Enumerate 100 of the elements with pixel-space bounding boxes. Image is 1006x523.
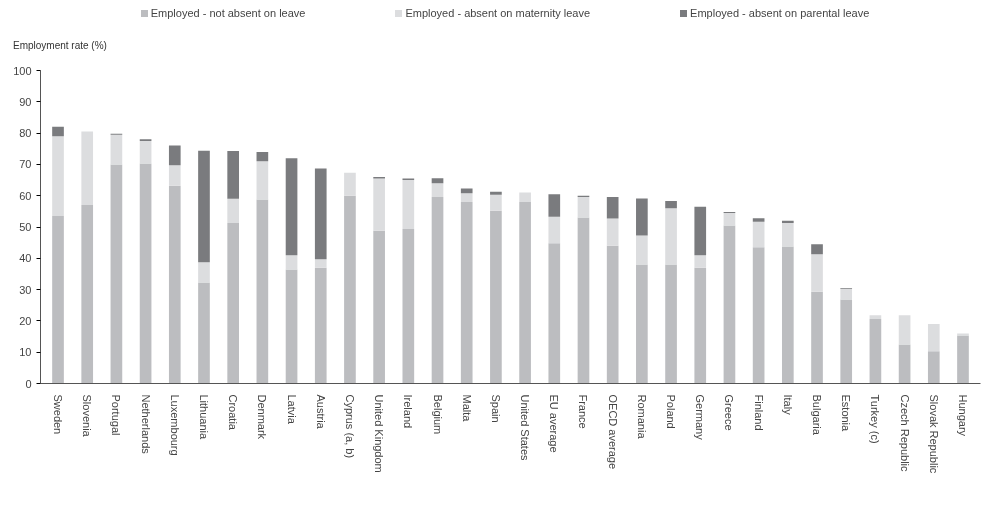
x-tick-label: Germany [694, 394, 707, 441]
bar [490, 191, 502, 195]
bar [198, 262, 210, 283]
x-tick-label: United Kingdom [373, 394, 386, 473]
bar [52, 136, 64, 217]
x-tick-label: Denmark [256, 394, 269, 440]
bar [256, 199, 269, 384]
bar [606, 196, 619, 219]
bar [52, 126, 64, 137]
y-axis-title: Employment rate (%) [12, 39, 107, 53]
bar [490, 210, 502, 384]
bar [110, 164, 123, 384]
x-tick-label: Slovenia [81, 394, 94, 438]
bar [752, 221, 765, 248]
bar [402, 228, 415, 384]
bar [81, 205, 94, 384]
legend-label: Employed - not absent on leave [149, 7, 306, 19]
bar [110, 134, 123, 165]
bar [752, 218, 765, 222]
y-tick-label: 60 [19, 189, 32, 202]
bar [694, 267, 707, 384]
bar [665, 264, 677, 384]
bar [606, 245, 619, 384]
y-tick-label: 20 [19, 314, 32, 327]
x-tick-label: Lithuania [197, 394, 210, 441]
bar [460, 193, 473, 202]
x-tick-label: Bulgaria [811, 394, 824, 436]
bar [431, 178, 444, 184]
bar [840, 288, 853, 300]
bar [285, 255, 298, 270]
bar [927, 324, 940, 352]
bar [781, 222, 794, 247]
bar [431, 196, 444, 384]
bar [752, 247, 765, 384]
bar [285, 269, 298, 384]
bar [314, 168, 327, 260]
bar [577, 196, 590, 218]
x-tick-label: France [577, 394, 590, 429]
bar [168, 165, 181, 186]
bar [314, 267, 327, 384]
bar [548, 194, 561, 217]
bar [840, 299, 853, 384]
y-tick-label: 90 [19, 95, 32, 108]
x-tick-label: Netherlands [139, 394, 152, 455]
x-tick-label: Luxembourg [168, 394, 181, 456]
y-tick-label: 70 [19, 158, 32, 171]
bar [811, 291, 823, 384]
x-tick-label: Spain [489, 394, 502, 423]
bar [256, 161, 269, 200]
x-tick-label: Malta [460, 394, 473, 423]
bar [723, 212, 736, 226]
bar [636, 235, 648, 265]
bar [168, 145, 181, 166]
bar [898, 344, 911, 384]
bar [285, 158, 298, 256]
bar [519, 201, 531, 384]
x-tick-label: Poland [665, 394, 678, 429]
bar [373, 178, 385, 231]
bar [431, 183, 444, 197]
bar [373, 230, 385, 384]
bar [314, 259, 327, 268]
bar [81, 131, 94, 206]
bar [198, 150, 210, 263]
x-tick-label: Greece [723, 394, 736, 431]
x-tick-label: Turkey (c) [869, 394, 882, 444]
x-tick-label: Slovak Republic [927, 394, 940, 474]
y-tick-label: 10 [19, 346, 32, 359]
x-tick-label: Czech Republic [898, 394, 911, 473]
bar [52, 216, 64, 384]
bar [577, 217, 590, 384]
bar [198, 282, 210, 384]
x-tick-label: Ireland [402, 394, 415, 429]
bar [460, 201, 473, 384]
bar [781, 246, 794, 384]
y-tick-label: 80 [19, 127, 32, 140]
bar [636, 264, 648, 384]
bar [227, 150, 240, 199]
bar [927, 351, 940, 384]
x-tick-label: Finland [752, 394, 765, 431]
bar [957, 333, 969, 336]
x-tick-label: Croatia [227, 394, 240, 431]
x-tick-label: Italy [781, 394, 794, 416]
bar [723, 225, 736, 384]
bar [869, 315, 882, 320]
x-tick-label: Hungary [956, 394, 969, 437]
bar [606, 218, 619, 246]
bar [694, 255, 707, 268]
bar [636, 198, 648, 236]
bar [781, 220, 794, 223]
bar [665, 208, 677, 265]
bar [548, 243, 561, 384]
x-tick-label: Belgium [431, 394, 444, 435]
bar [869, 319, 882, 384]
bar [139, 140, 152, 164]
x-tick-label: OECD average [606, 394, 619, 470]
bar [811, 254, 823, 292]
x-tick-label: Sweden [52, 394, 65, 435]
y-tick-label: 50 [19, 221, 32, 233]
x-tick-label: Latvia [285, 394, 298, 425]
x-tick-label: Portugal [110, 394, 123, 436]
